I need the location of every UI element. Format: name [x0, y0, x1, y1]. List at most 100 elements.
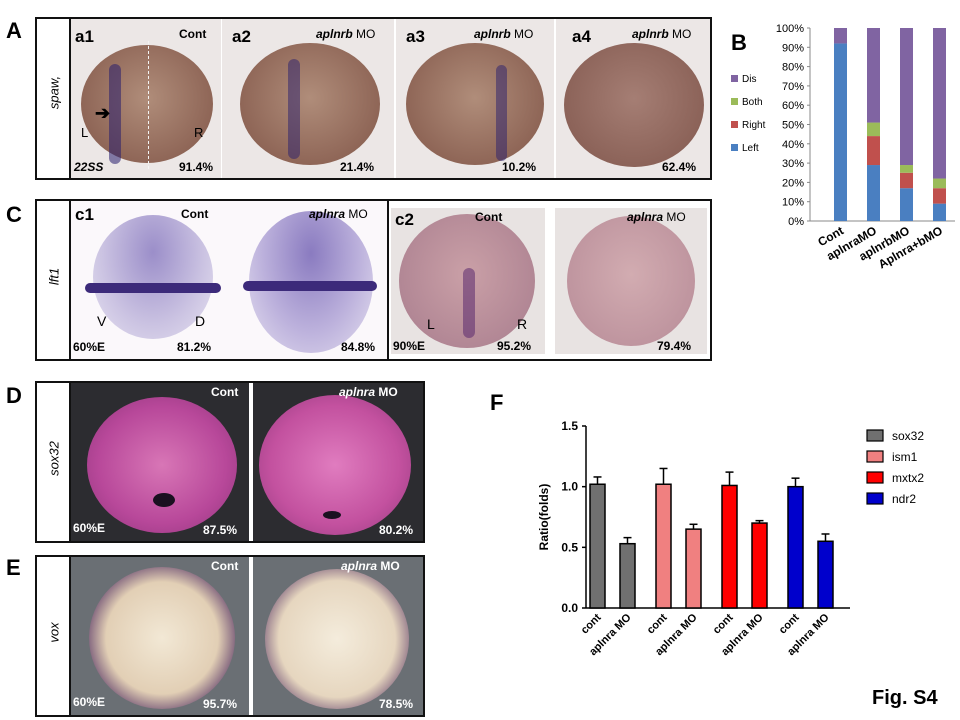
legend-label: Right: [742, 120, 766, 131]
bar-sox32-1: [619, 542, 636, 609]
left-label: L: [81, 125, 89, 140]
lft1-midline-expression: [463, 268, 475, 338]
legend-swatch: [731, 75, 738, 82]
cont-label: Cont: [181, 207, 209, 221]
bar-segment-dis: [867, 28, 880, 123]
bar-segment-dis: [834, 28, 847, 44]
embryo-image-cont: [93, 215, 213, 339]
bar-segment-dis: [933, 28, 946, 179]
panel-d-divider: [249, 383, 253, 541]
tile-c2-cont: c2 Cont L R 90%E 95.2%: [391, 208, 545, 354]
legend-label: ism1: [892, 450, 918, 464]
tile-pct: 10.2%: [502, 160, 537, 174]
pct-cont: 95.2%: [497, 339, 532, 353]
dorsal-label: D: [195, 313, 206, 329]
y-tick-label: 100%: [776, 23, 804, 35]
figure-label: Fig. S4: [872, 687, 938, 709]
mo-suffix: MO: [348, 207, 368, 221]
panel-e-divider: [249, 557, 253, 715]
arrow-icon: ➔: [95, 103, 111, 123]
panel-a-frame: [35, 17, 712, 180]
y-tick-label: 0%: [788, 216, 804, 228]
y-tick-label: 30%: [782, 158, 804, 170]
legend-label: sox32: [892, 429, 924, 443]
spaw-expression-stripe: [109, 64, 121, 164]
embryo-image: [406, 43, 544, 165]
stage-label: 60%E: [73, 340, 106, 354]
sox32-dfc-cluster: [153, 493, 175, 507]
condition-gene: aplnrb: [316, 27, 353, 41]
legend-swatch: [731, 144, 738, 151]
tile-condition: Cont: [179, 27, 207, 41]
mo-gene: aplnra: [627, 210, 664, 224]
panel-e-gene-label: vox: [46, 622, 62, 643]
legend-swatch: [866, 471, 884, 484]
legend-swatch: [866, 492, 884, 505]
pct-mo: 79.4%: [657, 339, 692, 353]
tile-a3: a3 aplnrb MO 10.2%: [396, 19, 554, 178]
y-tick-label: 1.5: [561, 419, 578, 433]
tile-e-mo: aplnra MO 78.5%: [253, 557, 423, 715]
y-tick-label: 0.5: [561, 540, 578, 554]
bar-ndr2-0: [787, 485, 804, 609]
tile-pct: 62.4%: [662, 160, 697, 174]
bar-segment-right: [867, 136, 880, 166]
y-tick-label: 50%: [782, 120, 804, 132]
mo-suffix: MO: [380, 559, 400, 573]
pct-cont: 81.2%: [177, 340, 212, 354]
bar-ism1-0: [655, 483, 672, 609]
condition-suffix: MO: [672, 27, 692, 41]
y-tick-label: 80%: [782, 62, 804, 74]
x-tick-label: cont: [645, 611, 670, 636]
x-tick-label: cont: [711, 611, 736, 636]
embryo-image-mo: [265, 569, 409, 709]
bar-segment-left: [867, 165, 880, 221]
tile-pct: 91.4%: [179, 160, 214, 174]
condition-gene: aplnrb: [632, 27, 669, 41]
tile-pct: 21.4%: [340, 160, 375, 174]
panel-a-gene-stripe: spaw,: [37, 19, 71, 178]
y-tick-label: 70%: [782, 81, 804, 93]
y-tick-label: 40%: [782, 139, 804, 151]
panel-a-letter: A: [6, 18, 22, 43]
bar-segment-both: [867, 122, 880, 137]
right-label: R: [517, 316, 528, 332]
tile-a1: a1 Cont ➔ L R 22SS 91.4%: [71, 19, 221, 178]
lft1-margin-band: [85, 283, 221, 293]
legend-label: Left: [742, 143, 759, 154]
x-tick-label: cont: [579, 611, 604, 636]
panel-d-letter: D: [6, 383, 22, 408]
tile-e-cont: Cont 60%E 95.7%: [71, 557, 249, 715]
spaw-expression-stripe: [288, 59, 300, 159]
tile-id: a4: [572, 27, 591, 46]
bar-mxtx2-0: [721, 484, 738, 609]
tile-id: a3: [406, 27, 425, 46]
panel-c-divider: [387, 201, 389, 359]
mo-gene: aplnra: [341, 559, 378, 573]
y-tick-label: 20%: [782, 177, 804, 189]
cont-label: Cont: [211, 559, 239, 573]
tile-d-cont: Cont 60%E 87.5%: [71, 383, 249, 541]
legend-swatch: [866, 450, 884, 463]
bar-sox32-0: [589, 483, 606, 609]
panel-c-letter: C: [6, 202, 22, 227]
mo-suffix: MO: [378, 385, 398, 399]
legend-swatch: [731, 98, 738, 105]
pct-mo: 84.8%: [341, 340, 376, 354]
stage-label: 22SS: [74, 160, 104, 174]
stage-label: 60%E: [73, 521, 106, 535]
legend-swatch: [731, 121, 738, 128]
embryo-image: [564, 43, 704, 167]
tile-id: c1: [75, 205, 94, 224]
bar-ndr2-1: [817, 540, 834, 609]
panel-d-gene-label: sox32: [46, 441, 62, 476]
embryo-image-cont: [87, 397, 237, 533]
bar-segment-left: [900, 188, 913, 221]
x-tick-label: cont: [777, 611, 802, 636]
y-tick-label: 90%: [782, 42, 804, 54]
bar-segment-left: [933, 203, 946, 221]
tile-id: a2: [232, 27, 251, 46]
ventral-label: V: [97, 313, 107, 329]
y-tick-label: 0.0: [561, 601, 578, 615]
